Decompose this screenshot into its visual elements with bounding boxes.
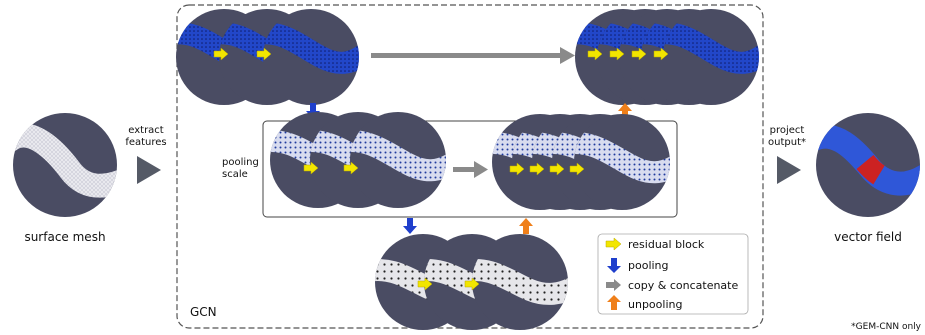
extract-features-label-2: features <box>125 137 166 148</box>
input-surface-mesh <box>13 113 117 217</box>
vector-field-label: vector field <box>834 230 902 244</box>
legend: residual block pooling copy & concatenat… <box>597 233 749 315</box>
skip-connection-middle-arrow-icon <box>453 161 488 178</box>
top-decoder-stack <box>563 9 771 105</box>
skip-connection-top-arrow-icon <box>371 47 575 64</box>
unpooling-arrow-icon <box>618 103 632 119</box>
footnote: *GEM-CNN only <box>851 322 921 332</box>
pooling-scale-label-1: pooling <box>222 157 259 168</box>
middle-encoder-stack <box>258 112 458 208</box>
unpooling-arrow-icon <box>519 218 533 234</box>
project-output-label-2: output* <box>768 137 806 148</box>
legend-residual-icon <box>605 237 622 251</box>
legend-label-copy: copy & concatenate <box>628 279 738 292</box>
legend-label-residual: residual block <box>628 238 705 251</box>
legend-pooling-icon <box>607 258 621 273</box>
extract-features-label-1: extract <box>128 125 164 136</box>
surface-mesh-label: surface mesh <box>24 230 105 244</box>
middle-decoder-stack <box>480 114 682 210</box>
legend-label-pooling: pooling <box>628 259 669 272</box>
pooling-scale-label-2: scale <box>222 169 248 180</box>
project-output-label-1: project <box>770 125 805 136</box>
pooling-arrow-icon <box>403 218 417 234</box>
legend-copy-icon <box>606 279 621 291</box>
project-arrow-icon <box>777 156 801 184</box>
output-vector-field <box>816 113 920 217</box>
legend-unpooling-icon <box>607 295 621 310</box>
legend-label-unpooling: unpooling <box>628 298 682 311</box>
bottom-stack <box>363 234 580 330</box>
extract-arrow-icon <box>137 156 161 184</box>
gcn-label: GCN <box>190 305 217 319</box>
top-encoder-stack <box>164 9 371 105</box>
